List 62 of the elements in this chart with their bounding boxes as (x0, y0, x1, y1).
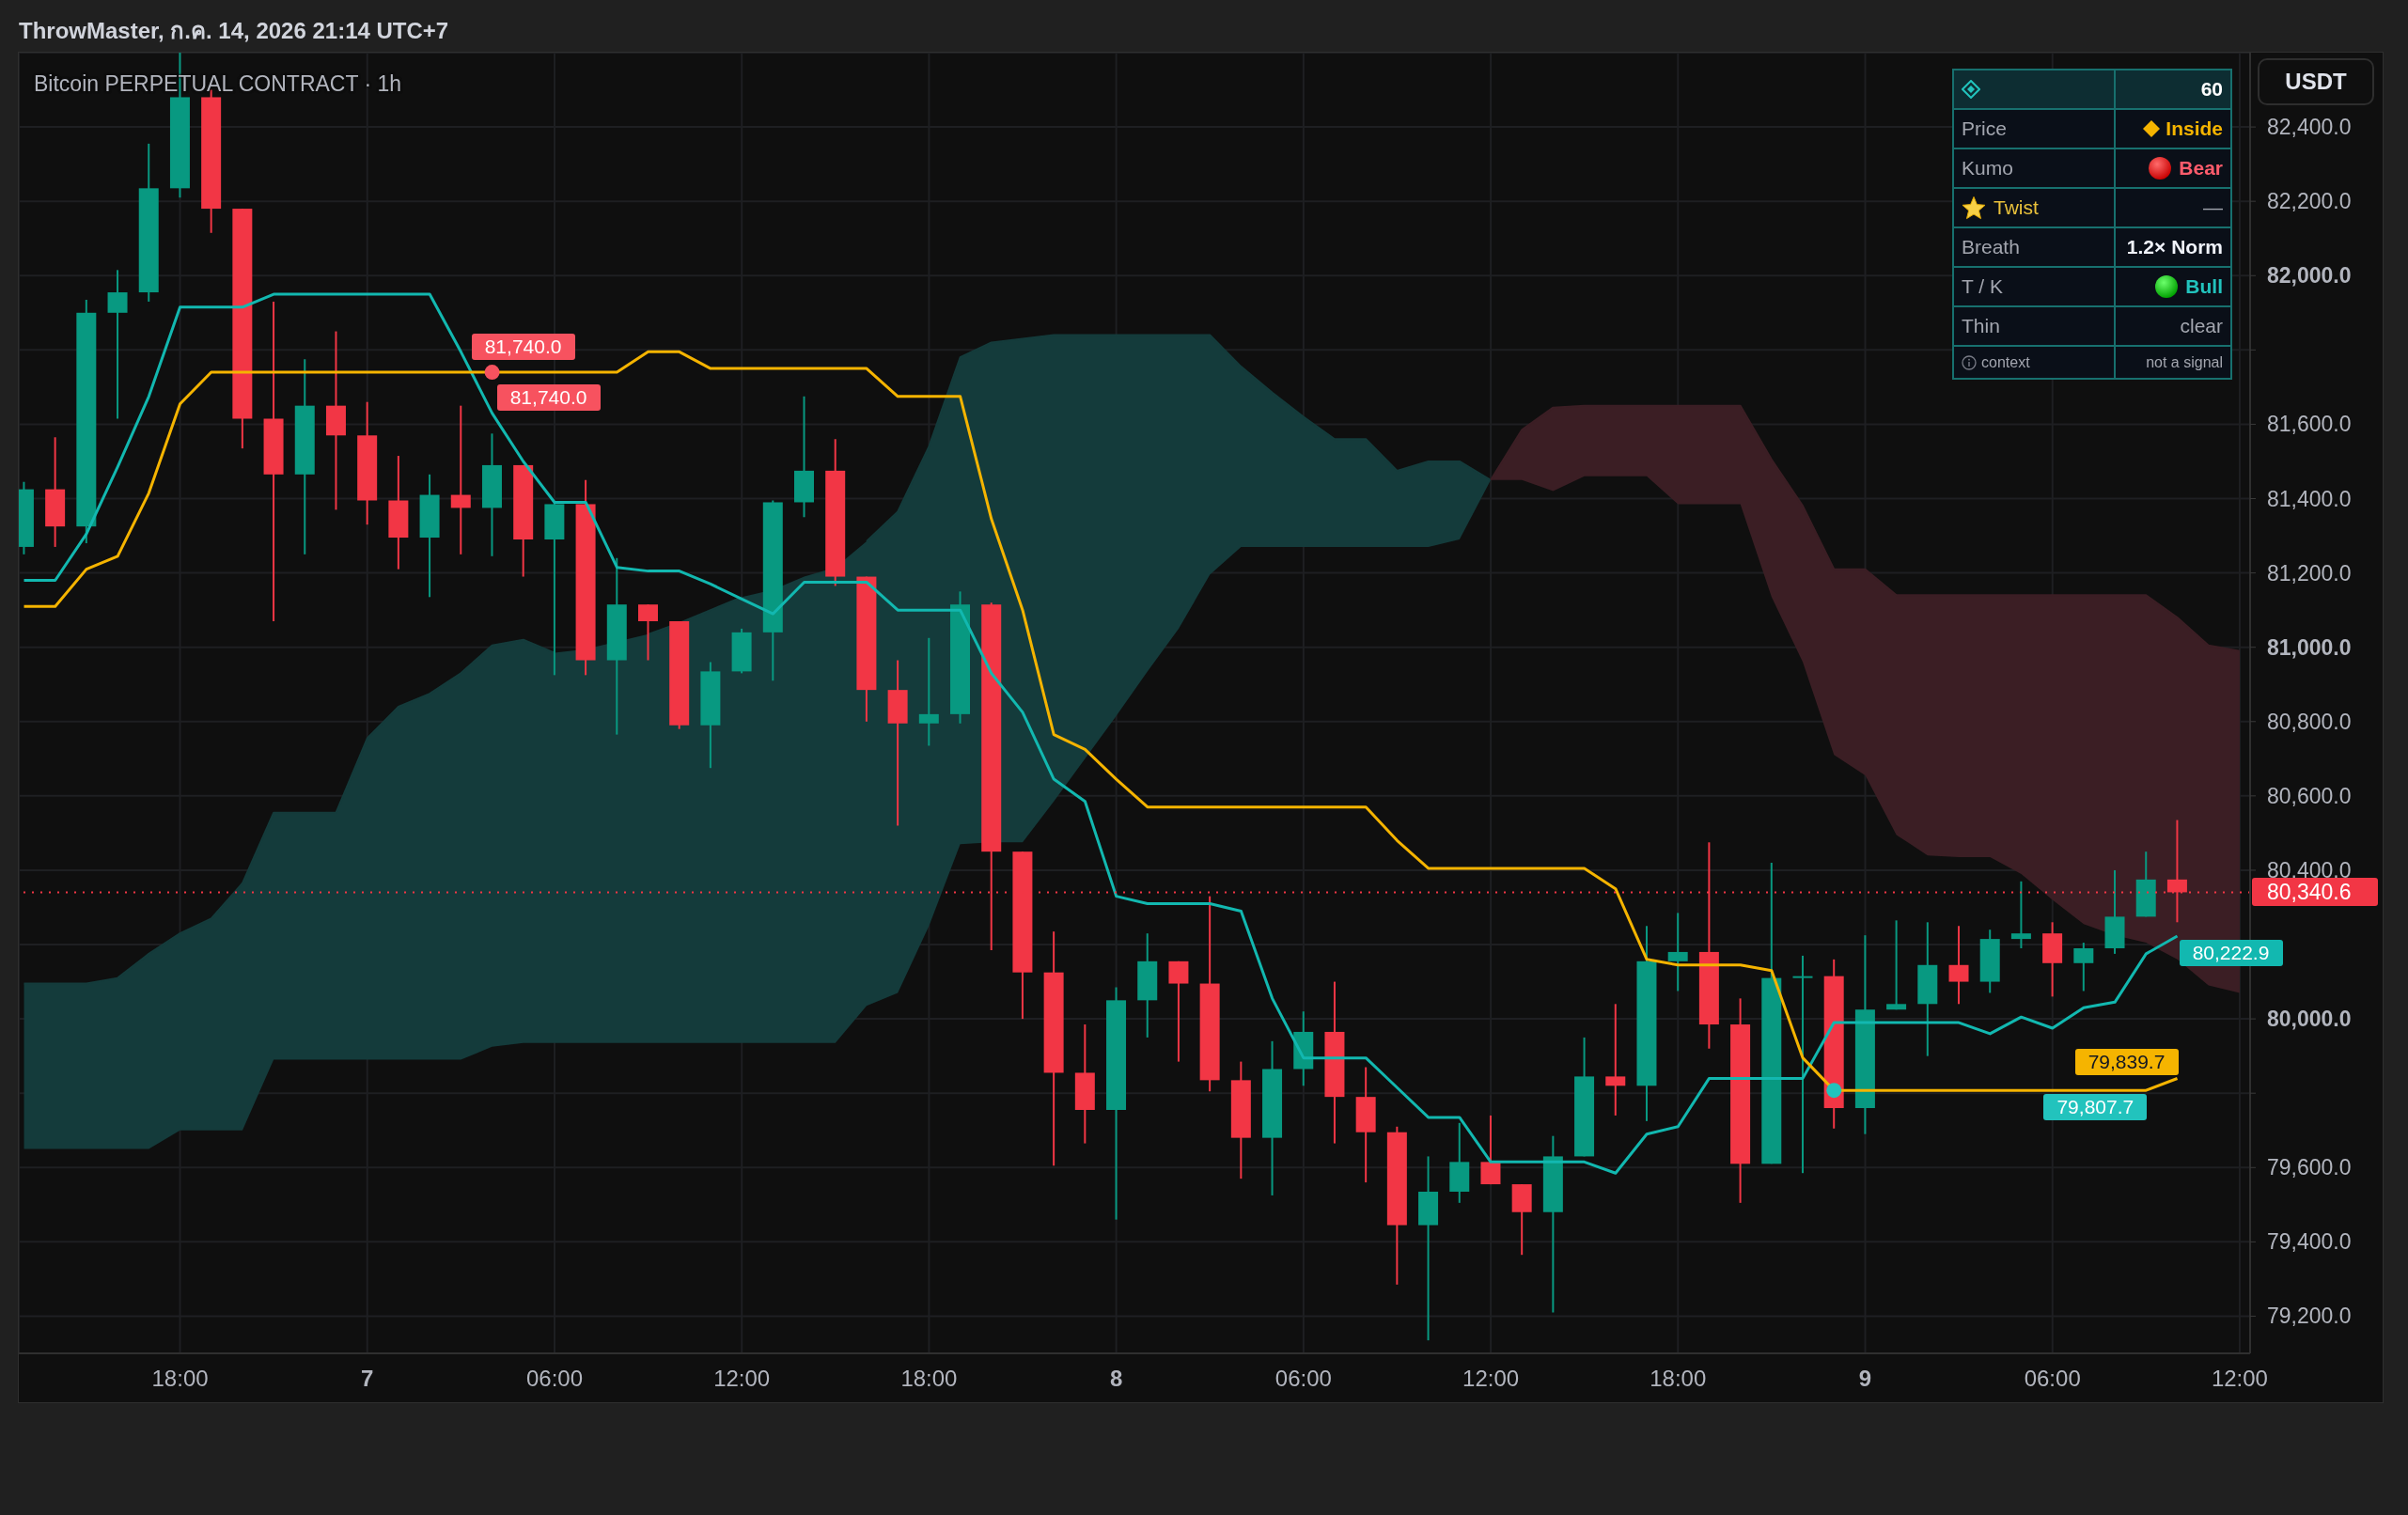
x-tick-label: 12:00 (1462, 1365, 1520, 1391)
y-tick-label: 82,000.0 (2267, 263, 2352, 289)
y-tick-label: 79,200.0 (2267, 1304, 2352, 1329)
annotation: 81,740.0 (496, 384, 601, 412)
y-tick-label: 80,800.0 (2267, 709, 2352, 734)
annotation: not a signal (2146, 353, 2223, 371)
text: ThrowMaster, ก.ค. 14, 2026 21:14 UTC+7 (19, 18, 449, 43)
x-tick-label: 06:00 (1274, 1365, 1332, 1391)
y-tick-label: 79,600.0 (2267, 1155, 2352, 1180)
annotation: Inside (2166, 117, 2223, 140)
x-tick-label: 8 (1109, 1365, 1123, 1391)
x-tick-label: 12:00 (713, 1365, 771, 1391)
annotation: — (2203, 196, 2223, 219)
candlestick (1168, 960, 1189, 1063)
category-label: Price (1962, 117, 2007, 140)
x-tick-label: 18:00 (900, 1365, 958, 1391)
candlestick (2010, 880, 2031, 949)
annotation: Bull (2185, 275, 2223, 298)
x-tick-label: 12:00 (2211, 1365, 2268, 1391)
candlestick (107, 269, 128, 420)
candlestick (1792, 954, 1813, 1175)
y-tick-label: 81,600.0 (2267, 412, 2352, 437)
annotation: 80,222.9 (2179, 939, 2283, 966)
category-label: T / K (1962, 275, 2003, 298)
candlestick (637, 603, 658, 662)
y-tick-label: 82,200.0 (2267, 189, 2352, 214)
candlestick (1948, 925, 1969, 1006)
y-tick-label: 80,600.0 (2267, 783, 2352, 808)
candlestick (1480, 1114, 1501, 1186)
candlestick (450, 404, 471, 555)
annotation: clear (2180, 315, 2223, 337)
annotation: 1.2× Norm (2126, 236, 2223, 258)
annotation: 79,807.7 (2043, 1094, 2148, 1121)
category-label: Thin (1962, 315, 2000, 337)
annotation: 81,740.0 (471, 334, 575, 361)
text: 60 (2200, 78, 2223, 101)
annotation: 79,839.7 (2074, 1048, 2179, 1075)
category-label: Kumo (1962, 157, 2013, 180)
y-tick-label: 81,400.0 (2267, 486, 2352, 511)
category-label: Breath (1962, 236, 2020, 258)
x-tick-label: 7 (361, 1365, 374, 1391)
y-tick-label: 81,000.0 (2267, 634, 2352, 660)
candlestick (1605, 1003, 1626, 1117)
y-tick-label: 80,000.0 (2267, 1007, 2352, 1032)
candlestick (918, 636, 939, 747)
y-tick-label: 81,200.0 (2267, 560, 2352, 586)
category-label: Twist (1994, 196, 2039, 219)
x-tick-label: 06:00 (2024, 1365, 2081, 1391)
annotation: Bear (2179, 157, 2223, 180)
x-tick-label: 18:00 (151, 1365, 209, 1391)
y-tick-label: 82,400.0 (2267, 115, 2352, 140)
line-series (23, 292, 2180, 1175)
x-tick-label: 18:00 (1650, 1365, 1707, 1391)
ref-line-label: 80,340.6 (2252, 878, 2378, 907)
category-label: context (1981, 353, 2030, 371)
candlestick (1886, 919, 1907, 1011)
x-tick-label: 9 (1858, 1365, 1872, 1391)
candlestick (2073, 942, 2094, 992)
candlestick (1667, 912, 1688, 992)
y-axis-title: USDT (2285, 69, 2347, 95)
y-tick-label: 79,400.0 (2267, 1229, 2352, 1255)
x-tick-label: 06:00 (525, 1365, 584, 1391)
